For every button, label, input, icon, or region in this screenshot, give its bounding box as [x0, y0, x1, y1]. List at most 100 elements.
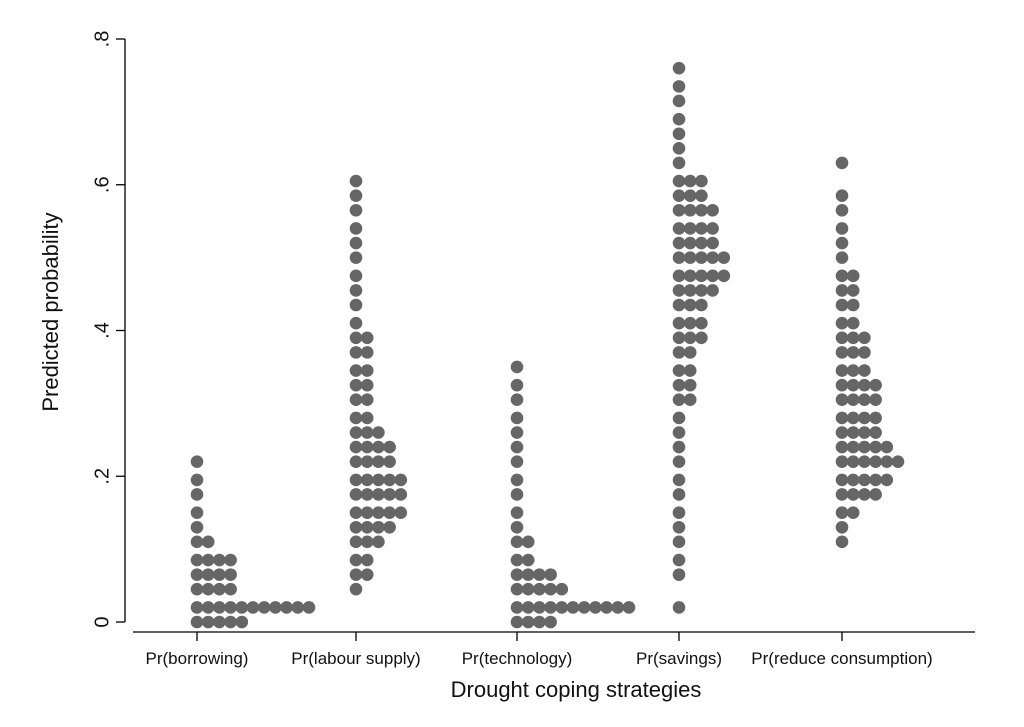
data-dot: [672, 473, 686, 487]
data-dot: [846, 506, 860, 519]
data-dot: [835, 393, 849, 407]
data-dot: [360, 506, 374, 519]
data-dot: [544, 601, 557, 614]
data-dot: [858, 440, 871, 454]
data-dot: [672, 284, 686, 297]
data-dot: [190, 601, 204, 614]
data-dot: [349, 440, 363, 454]
data-dot: [672, 142, 686, 155]
data-dot: [683, 203, 697, 217]
y-ticks: 0 .2 .4 .6 .8: [91, 31, 125, 628]
data-dot: [672, 156, 686, 170]
data-dot: [349, 506, 363, 519]
data-dot: [695, 174, 708, 188]
data-dot: [846, 269, 860, 283]
data-dot: [510, 553, 524, 567]
data-dot: [835, 203, 849, 217]
y-axis-title: Predicted probability: [38, 212, 63, 411]
data-dot: [360, 331, 374, 345]
data-dot: [360, 455, 374, 468]
data-dot: [683, 316, 697, 330]
data-dot: [672, 520, 686, 534]
data-dot: [706, 269, 719, 283]
data-dot: [510, 520, 524, 534]
x-ticks: Pr(borrowing) Pr(labour supply) Pr(technol…: [146, 632, 933, 668]
data-dot: [835, 222, 849, 235]
data-dot: [672, 269, 686, 283]
y-tick-label: .8: [91, 31, 113, 48]
data-dot: [858, 346, 871, 359]
dot-series: [349, 174, 408, 596]
data-dot: [349, 284, 363, 297]
dot-series-group: [190, 61, 905, 629]
data-dot: [622, 601, 636, 614]
data-dot: [695, 251, 708, 264]
data-dot: [510, 582, 524, 596]
data-dot: [190, 568, 204, 581]
data-dot: [372, 473, 385, 487]
data-dot: [349, 189, 363, 202]
data-dot: [672, 346, 686, 359]
data-dot: [521, 568, 535, 581]
data-dot: [869, 455, 882, 468]
data-dot: [835, 284, 849, 297]
data-dot: [544, 615, 557, 629]
data-dot: [846, 488, 860, 501]
data-dot: [869, 473, 882, 487]
data-dot: [846, 473, 860, 487]
data-dot: [672, 568, 686, 581]
data-dot: [683, 298, 697, 312]
data-dot: [835, 506, 849, 519]
data-dot: [695, 298, 708, 312]
data-dot: [835, 269, 849, 283]
data-dot: [360, 535, 374, 549]
data-dot: [695, 269, 708, 283]
data-dot: [683, 284, 697, 297]
data-dot: [611, 601, 625, 614]
data-dot: [510, 473, 524, 487]
data-dot: [349, 203, 363, 217]
data-dot: [566, 601, 580, 614]
data-dot: [510, 535, 524, 549]
data-dot: [533, 568, 546, 581]
data-dot: [533, 582, 546, 596]
data-dot: [372, 455, 385, 468]
data-dot: [672, 440, 686, 454]
data-dot: [706, 251, 719, 264]
data-dot: [858, 455, 871, 468]
data-dot: [360, 364, 374, 377]
data-dot: [201, 535, 215, 549]
data-dot: [869, 378, 882, 392]
data-dot: [835, 236, 849, 250]
data-dot: [201, 601, 215, 614]
data-dot: [683, 346, 697, 359]
data-dot: [672, 222, 686, 235]
data-dot: [201, 615, 215, 629]
data-dot: [835, 298, 849, 312]
data-dot: [846, 316, 860, 330]
data-dot: [695, 189, 708, 202]
data-dot: [533, 615, 546, 629]
data-dot: [383, 473, 396, 487]
data-dot: [846, 298, 860, 312]
data-dot: [695, 284, 708, 297]
data-dot: [190, 455, 204, 468]
data-dot: [190, 473, 204, 487]
data-dot: [846, 331, 860, 345]
data-dot: [880, 440, 894, 454]
data-dot: [835, 331, 849, 345]
data-dot: [190, 488, 204, 501]
data-dot: [835, 346, 849, 359]
data-dot: [521, 582, 535, 596]
data-dot: [544, 568, 557, 581]
data-dot: [672, 426, 686, 439]
data-dot: [858, 488, 871, 501]
data-dot: [706, 284, 719, 297]
data-dot: [672, 411, 686, 425]
data-dot: [235, 615, 249, 629]
data-dot: [349, 378, 363, 392]
data-dot: [869, 426, 882, 439]
data-dot: [672, 251, 686, 264]
data-dot: [835, 488, 849, 501]
